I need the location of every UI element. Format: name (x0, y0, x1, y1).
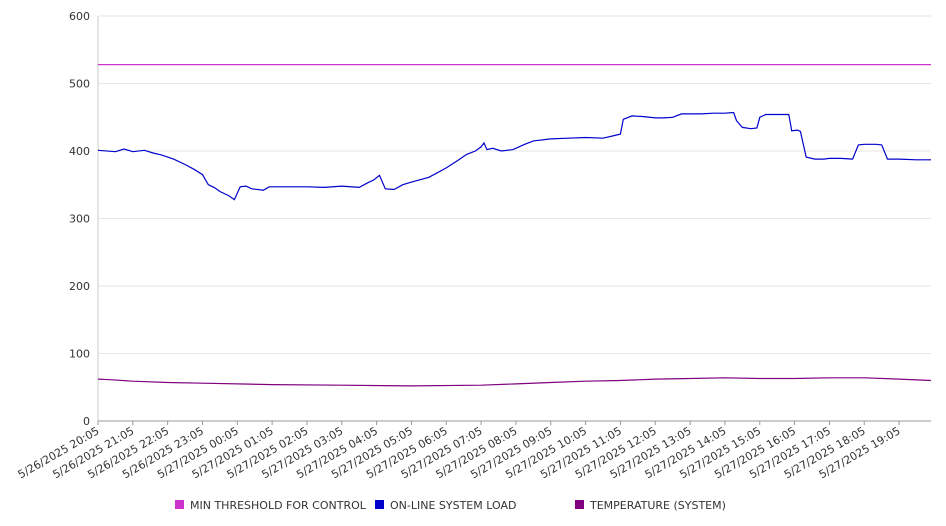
grid-lines (98, 15, 931, 354)
series-line-3 (97, 377, 932, 387)
y-tick-label: 400 (69, 145, 90, 158)
y-tick-label: 0 (83, 415, 90, 428)
legend-swatch (575, 500, 584, 509)
legend-label: MIN THRESHOLD FOR CONTROL (190, 499, 367, 512)
axes (97, 16, 931, 425)
x-tick-labels: 5/26/2025 20:055/26/2025 21:055/26/2025 … (16, 424, 903, 481)
legend: MIN THRESHOLD FOR CONTROL ON-LINE SYSTEM … (175, 499, 726, 512)
legend-label: ON-LINE SYSTEM LOAD (390, 499, 516, 512)
y-tick-labels: 0 100 200 300 400 500 600 (69, 10, 90, 428)
y-tick-label: 300 (69, 213, 90, 226)
legend-swatch (375, 500, 384, 509)
series-lines (97, 63, 932, 387)
y-tick-label: 200 (69, 280, 90, 293)
y-tick-label: 500 (69, 78, 90, 91)
legend-label: TEMPERATURE (SYSTEM) (589, 499, 726, 512)
y-tick-label: 100 (69, 348, 90, 361)
y-tick-label: 600 (69, 10, 90, 23)
legend-swatch (175, 500, 184, 509)
series-line-2 (97, 111, 931, 201)
